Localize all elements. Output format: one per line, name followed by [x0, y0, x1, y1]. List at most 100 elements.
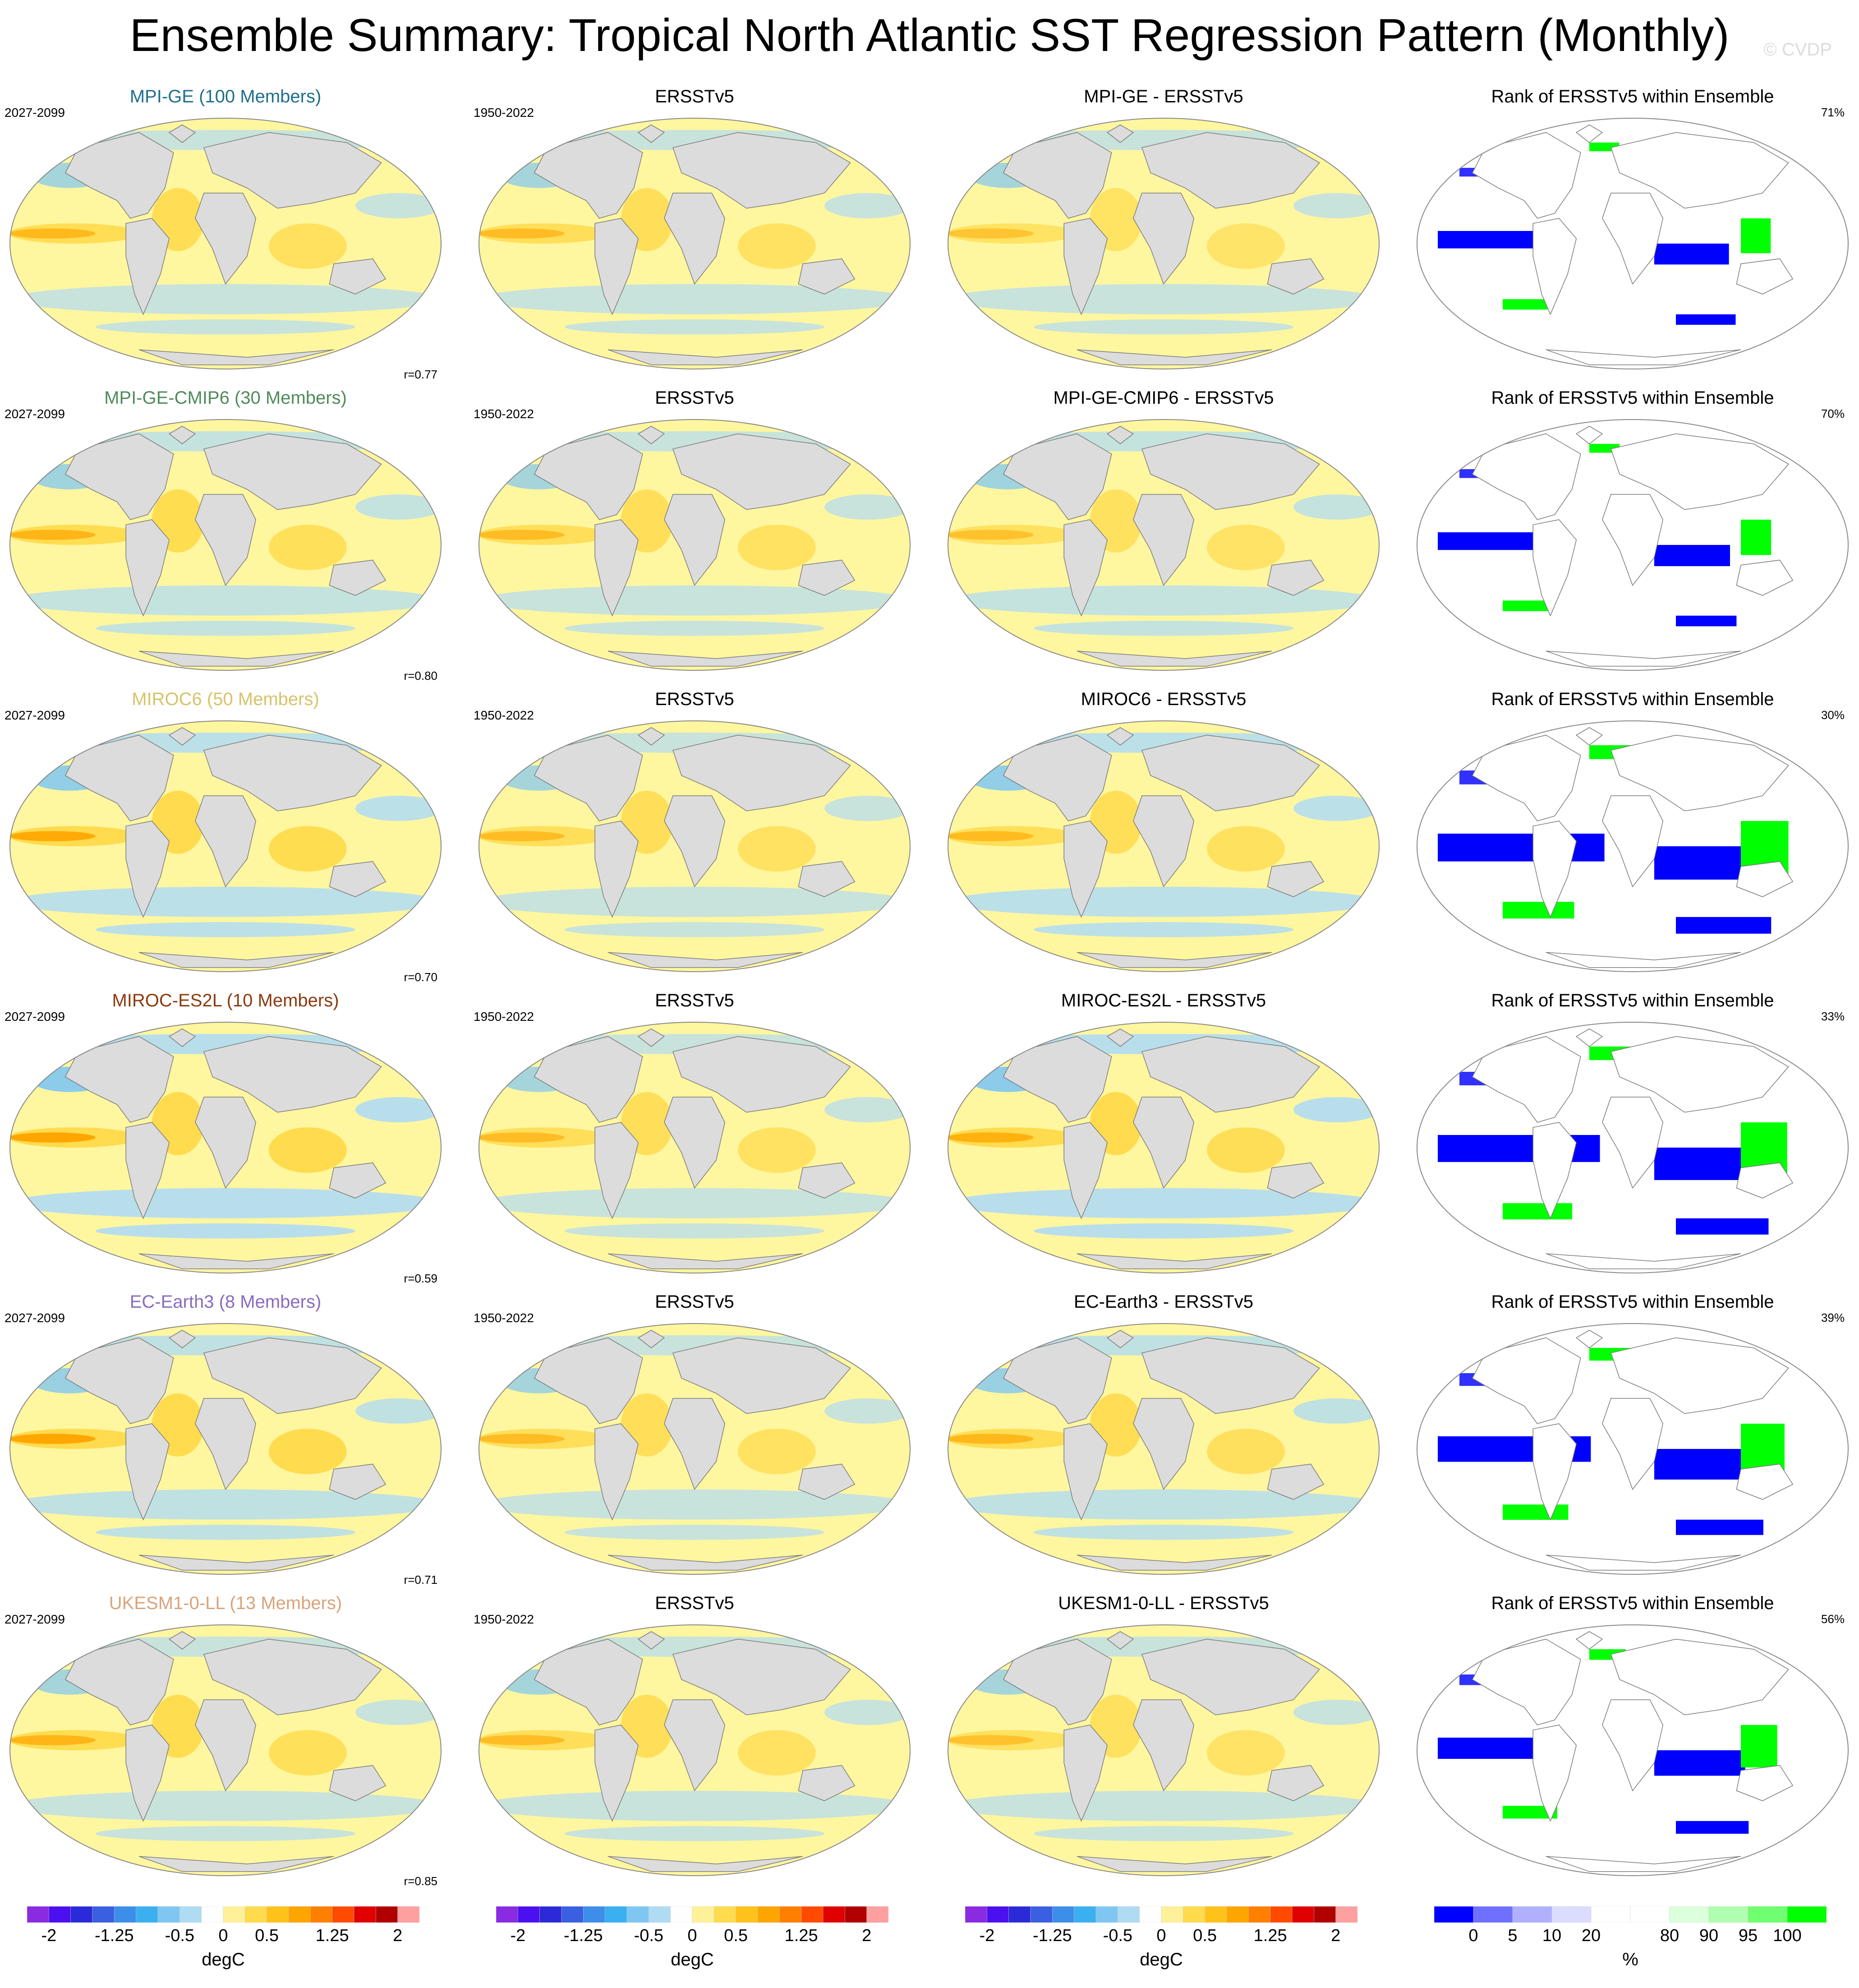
sst-anomaly-region: [1034, 621, 1293, 636]
land-mass: [125, 1122, 170, 1219]
sst-anomaly-region: [824, 1097, 910, 1122]
map-panel-obs: ERSSTv5 1950-2022: [474, 688, 916, 986]
sst-anomaly-region: [10, 1790, 441, 1821]
colorbar-swatch: [823, 1906, 845, 1923]
panel-title: Rank of ERSSTv5 within Ensemble: [1491, 1593, 1774, 1613]
colorbar-swatch: [670, 1906, 693, 1923]
colorbar-swatch: [1052, 1906, 1074, 1923]
map-border: [948, 1624, 1380, 1876]
rank-cell: [1438, 532, 1544, 550]
land-mass: [1106, 1028, 1134, 1047]
rank-percent: 30%: [1821, 708, 1845, 722]
sst-anomaly-region: [10, 1434, 96, 1444]
sst-anomaly-region: [479, 585, 910, 616]
panel-title: ERSSTv5: [655, 689, 734, 709]
colorbar-swatch: [201, 1906, 224, 1923]
sst-anomaly-region: [948, 1790, 1379, 1821]
map-panel-model: MPI-GE-CMIP6 (30 Members) 2027-2099 r=0.80: [5, 387, 446, 685]
panel-title: ERSSTv5: [655, 1292, 734, 1312]
colorbar-tick-label: 95: [1738, 1926, 1758, 1945]
colorbar-tick-label: -1.25: [564, 1926, 603, 1945]
rank-cell: [1503, 1504, 1569, 1520]
land-mass: [1546, 650, 1741, 667]
map-border: [1417, 118, 1849, 369]
colorbar-swatch: [605, 1906, 627, 1923]
period-label: 2027-2099: [5, 407, 65, 421]
land-mass: [607, 1554, 803, 1571]
map-border: [948, 1323, 1380, 1575]
world-map: [9, 419, 442, 671]
land-mass: [125, 1423, 170, 1521]
sst-anomaly-region: [479, 886, 910, 917]
land-mass: [1472, 1638, 1581, 1725]
colorbar-tick-label: -1.25: [1033, 1926, 1072, 1945]
colorbar: -2 -1.25 -0.5 0 0.5 1.25 2 degC: [496, 1906, 888, 1974]
map-panel-obs: ERSSTv5 1950-2022: [474, 990, 916, 1287]
rank-cell: [1741, 1725, 1777, 1768]
land-mass: [1532, 1423, 1577, 1521]
panel-title: MPI-GE - ERSSTv5: [1084, 87, 1243, 106]
land-mass: [203, 132, 382, 209]
world-map: [479, 720, 911, 972]
land-mass: [637, 1631, 665, 1650]
land-mass: [663, 1699, 725, 1792]
colorbar-swatch: [1512, 1906, 1552, 1923]
world-map: [1417, 1022, 1849, 1273]
colorbar-swatch: [114, 1906, 136, 1923]
land-mass: [594, 519, 639, 617]
sst-anomaly-region: [269, 1429, 347, 1474]
colorbar-swatch: [1161, 1906, 1183, 1923]
panel-title: Rank of ERSSTv5 within Ensemble: [1491, 87, 1774, 106]
pattern-correlation: r=0.71: [404, 1573, 437, 1587]
period-label: 1950-2022: [474, 1311, 534, 1325]
land-mass: [1736, 1463, 1794, 1500]
sst-anomaly-region: [824, 1398, 910, 1424]
colorbar-swatch: [1335, 1906, 1357, 1923]
land-mass: [1003, 1337, 1112, 1424]
land-mass: [637, 1028, 665, 1047]
land-mass: [1141, 433, 1320, 510]
colorbar-swatch: [267, 1906, 289, 1923]
world-map: [1417, 720, 1849, 972]
map-panel-obs: ERSSTv5 1950-2022: [474, 1592, 916, 1890]
land-mass: [637, 124, 665, 143]
land-mass: [168, 124, 196, 143]
colorbar-swatch: [70, 1906, 93, 1923]
sst-anomaly-region: [1207, 525, 1285, 570]
map-panel-rank: Rank of ERSSTv5 within Ensemble 56%: [1412, 1592, 1854, 1890]
rank-cell: [1676, 1218, 1769, 1235]
sst-anomaly-region: [738, 525, 816, 570]
land-mass: [1601, 193, 1663, 285]
colorbar-swatch: [1183, 1906, 1205, 1923]
colorbar-swatch: [49, 1906, 71, 1923]
colorbar-swatches: [27, 1906, 419, 1923]
land-mass: [1077, 650, 1272, 667]
colorbar-swatches: [965, 1906, 1357, 1923]
sst-anomaly-region: [479, 1188, 910, 1218]
panel-title: MPI-GE-CMIP6 (30 Members): [104, 388, 347, 408]
map-border: [948, 419, 1380, 671]
colorbar-swatch: [1630, 1906, 1670, 1923]
colorbar-tick-label: -0.5: [1103, 1926, 1133, 1945]
land-mass: [1601, 1097, 1663, 1189]
rank-cell: [1676, 1821, 1749, 1834]
sst-anomaly-region: [824, 1700, 910, 1725]
colorbar-swatch: [245, 1906, 267, 1923]
land-mass: [594, 1122, 639, 1219]
rank-cell: [1741, 520, 1772, 555]
map-border: [1417, 720, 1849, 972]
colorbar-swatch: [354, 1906, 376, 1923]
land-mass: [194, 795, 256, 888]
land-mass: [798, 1765, 856, 1801]
colorbar-tick-label: 0: [687, 1926, 697, 1945]
land-mass: [194, 1097, 256, 1189]
land-mass: [1267, 1162, 1325, 1199]
land-mass: [1546, 1554, 1741, 1571]
panel-title: EC-Earth3 (8 Members): [129, 1292, 322, 1312]
world-map: [1417, 1323, 1849, 1575]
sst-anomaly-region: [96, 922, 355, 937]
sst-anomaly-region: [269, 1127, 347, 1173]
land-mass: [663, 494, 725, 586]
land-mass: [1132, 1097, 1194, 1189]
land-mass: [168, 727, 196, 746]
